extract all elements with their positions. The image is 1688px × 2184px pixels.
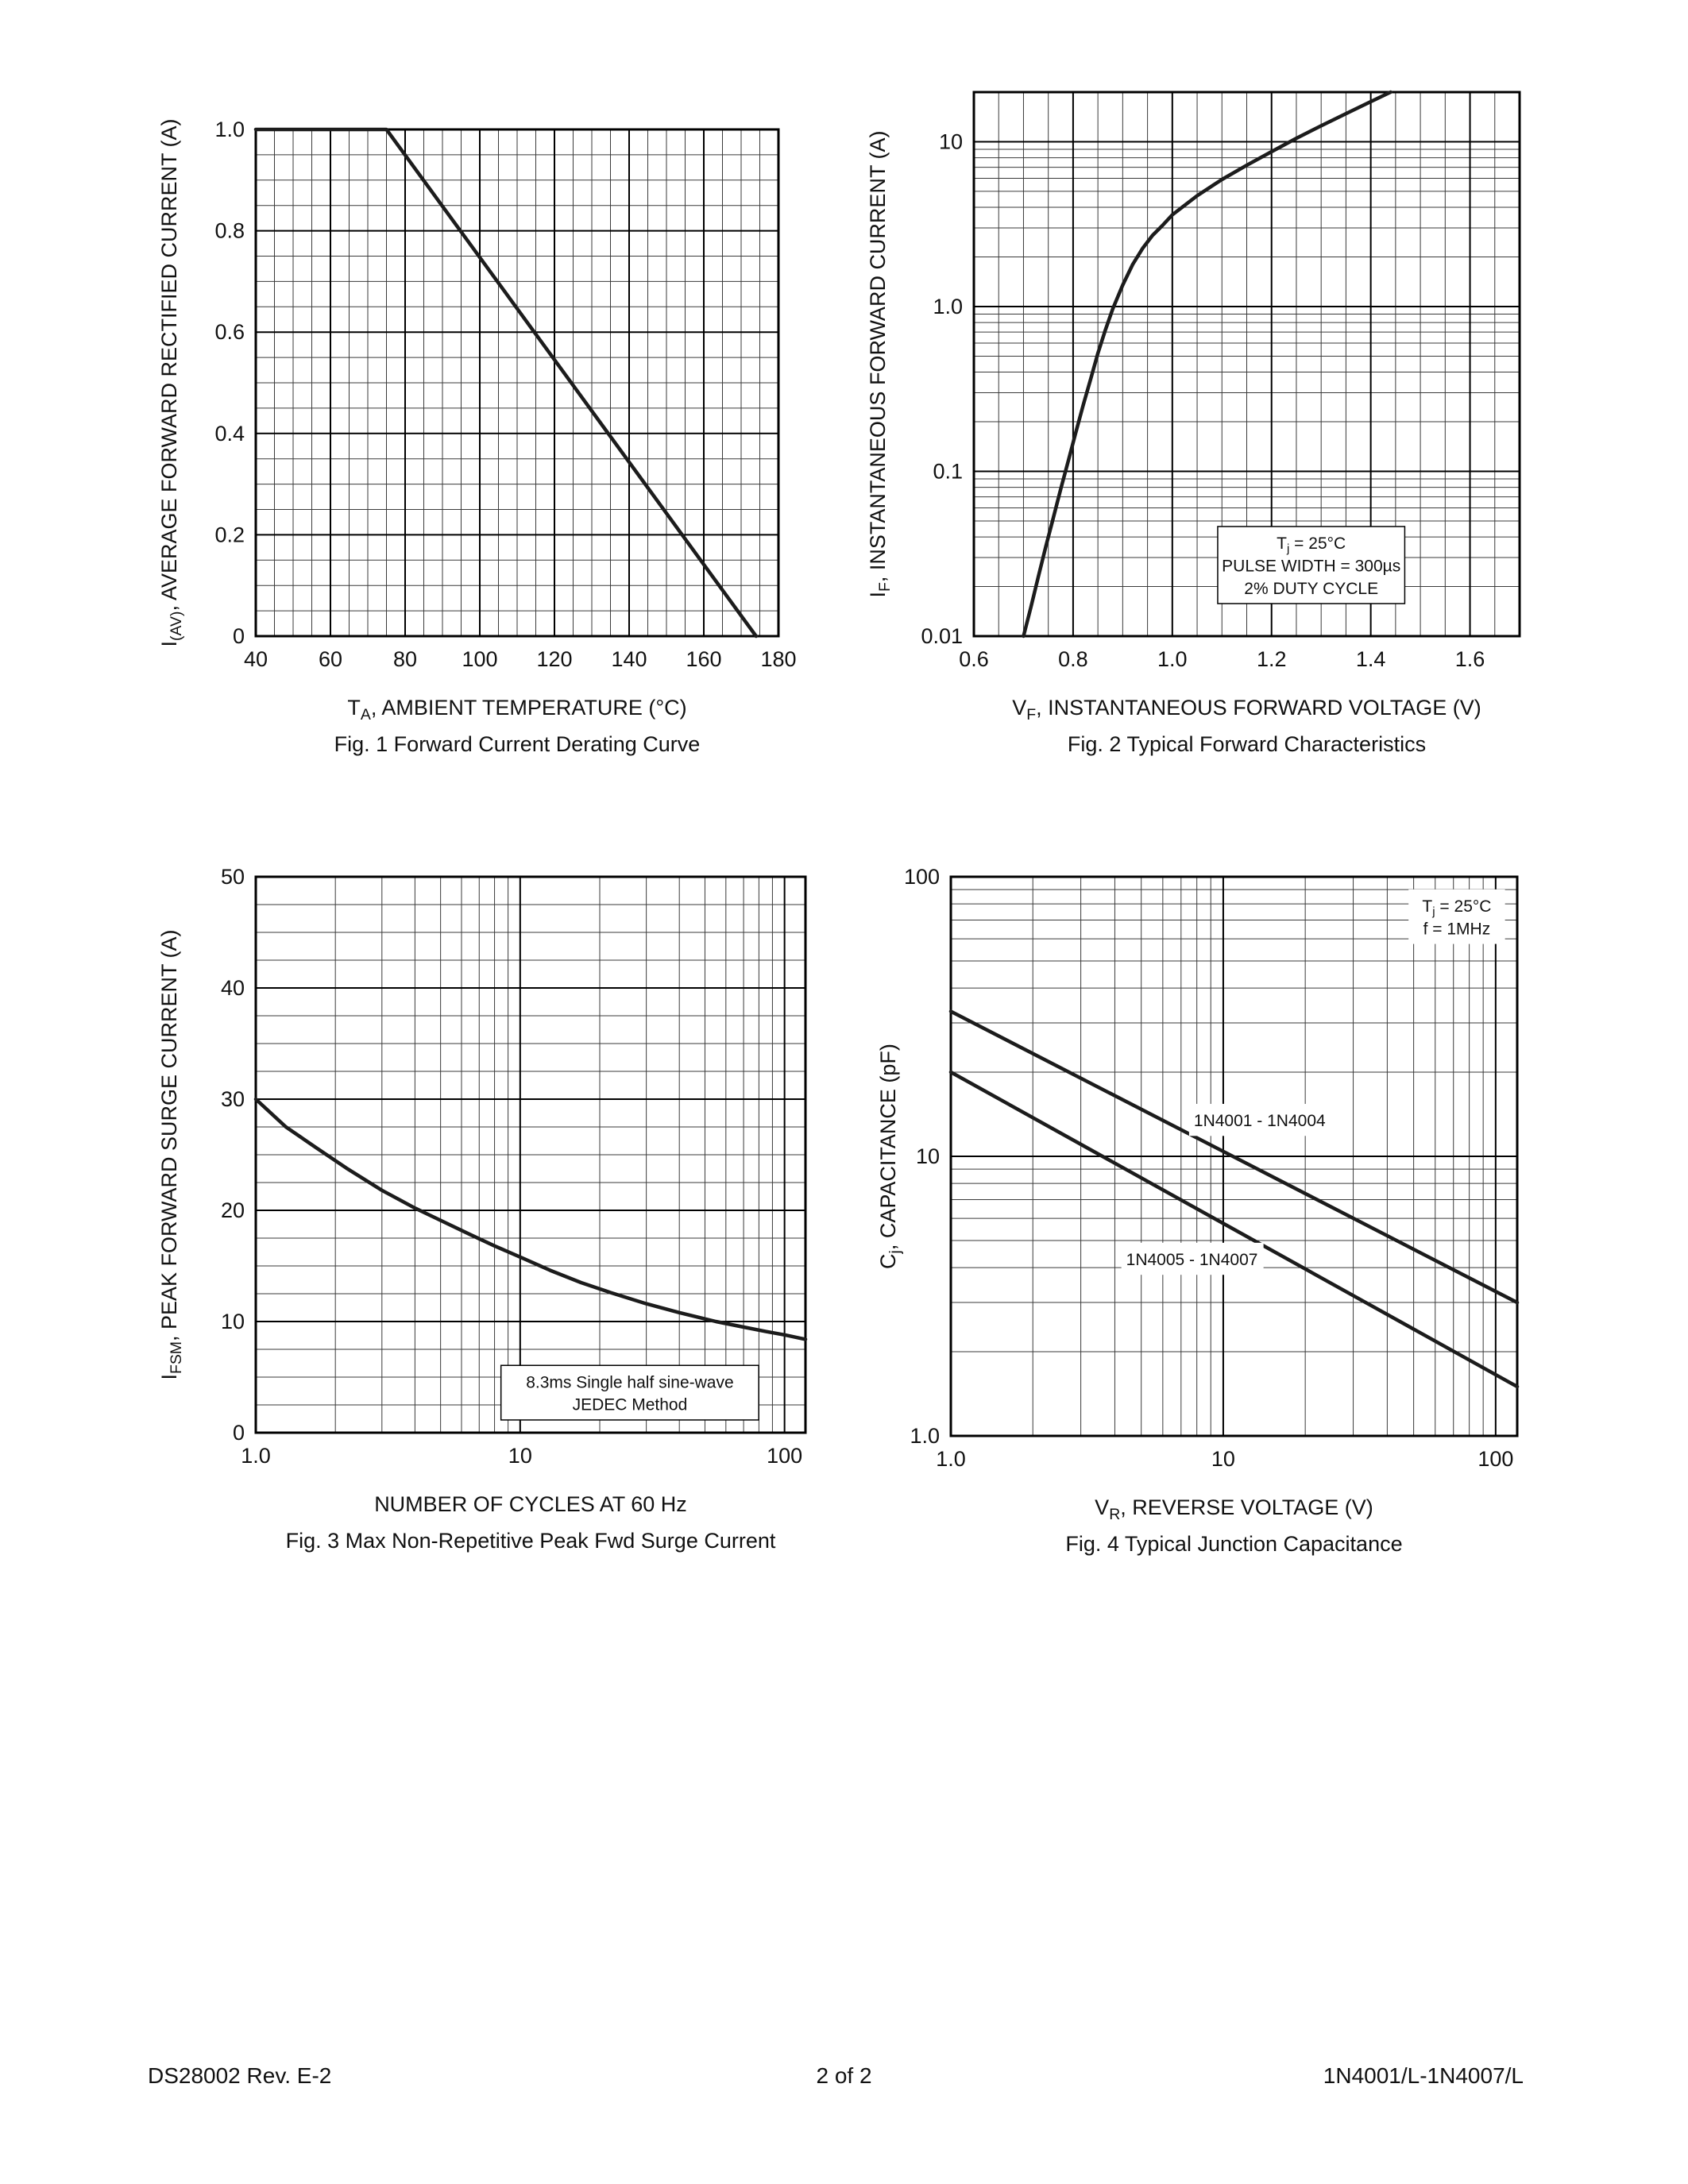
x-tick-label: 0.8 [1058, 647, 1088, 671]
figure-3-chart: 8.3ms Single half sine-wave JEDEC Method 1… [157, 865, 808, 1553]
figure-3-plot-border [254, 875, 807, 1434]
series-typical-forward-characteristic [1022, 90, 1393, 639]
y-tick-label: 10 [221, 1310, 245, 1333]
x-tick-label: 100 [1477, 1447, 1513, 1471]
annotation: Tj = 25°Cf = 1MHz [1408, 889, 1505, 944]
figure-caption: Fig. 1 Forward Current Derating Curve [334, 732, 701, 756]
x-tick-label: 1.6 [1455, 647, 1485, 671]
x-tick-label: 10 [1211, 1447, 1235, 1471]
y-tick-label: 10 [939, 129, 963, 153]
x-tick-label: 140 [611, 647, 647, 671]
x-tick-label: 1.0 [936, 1447, 966, 1471]
y-tick-label: 1.0 [214, 118, 245, 141]
annotation-text: 1N4001 - 1N4004 [1194, 1112, 1326, 1130]
y-tick-label: 10 [916, 1144, 940, 1168]
x-tick-label: 0.6 [959, 647, 989, 671]
y-tick-label: 0.8 [214, 219, 245, 243]
x-tick-label: 40 [244, 647, 268, 671]
y-tick-label: 0 [233, 624, 245, 648]
x-tick-label: 160 [686, 647, 721, 671]
series-1n4005-1n4007 [948, 1070, 1520, 1389]
y-tick-label: 0.2 [214, 523, 245, 546]
series-peak-forward-surge-current [253, 1097, 808, 1341]
x-axis-label: TA, AMBIENT TEMPERATURE (°C) [347, 696, 686, 723]
annotation-text: JEDEC Method [573, 1396, 688, 1414]
figure-3-grid [255, 876, 805, 1433]
x-axis-label: VF, INSTANTANEOUS FORWARD VOLTAGE (V) [1012, 696, 1481, 723]
x-tick-label: 80 [393, 647, 417, 671]
series-forward-current-derating [253, 127, 759, 639]
y-tick-label: 20 [221, 1198, 245, 1222]
x-axis-label: NUMBER OF CYCLES AT 60 Hz [374, 1492, 687, 1516]
x-tick-label: 180 [760, 647, 796, 671]
x-tick-label: 1.4 [1356, 647, 1386, 671]
y-tick-label: 0.6 [214, 320, 245, 344]
figure-2-series [1022, 90, 1393, 639]
x-tick-label: 1.0 [1157, 647, 1188, 671]
footer-doc-revision: DS28002 Rev. E-2 [148, 2063, 332, 2088]
y-tick-label: 1.0 [933, 295, 963, 318]
x-tick-label: 1.2 [1257, 647, 1287, 671]
series-1n4001-1n4004 [948, 1009, 1520, 1305]
y-tick-label: 0 [233, 1421, 245, 1445]
y-tick-label: 0.01 [921, 624, 963, 648]
y-axis-label: IFSM, PEAK FORWARD SURGE CURRENT (A) [157, 929, 185, 1379]
figure-caption: Fig. 2 Typical Forward Characteristics [1068, 732, 1426, 756]
x-tick-label: 1.0 [241, 1444, 271, 1468]
y-tick-label: 1.0 [910, 1424, 940, 1448]
footer-part-range: 1N4001/L-1N4007/L [1323, 2063, 1524, 2088]
y-tick-label: 40 [221, 976, 245, 1000]
annotation-text: Tj = 25°C [1422, 897, 1491, 919]
figure-1-chart: 40 60 80 100 120 140 160 180 0 0.2 0.4 0.6 0.8 1.0 TA,… [157, 118, 797, 756]
x-tick-label: 60 [319, 647, 342, 671]
figure-4-series [948, 1009, 1520, 1389]
x-tick-label: 120 [536, 647, 572, 671]
figure-1-series [253, 127, 759, 639]
annotation-text: 2% DUTY CYCLE [1244, 580, 1378, 598]
y-tick-label: 0.4 [214, 422, 245, 446]
figure-caption: Fig. 3 Max Non-Repetitive Peak Fwd Surge… [286, 1529, 776, 1553]
y-axis-label: IF, INSTANTANEOUS FORWARD CURRENT (A) [866, 131, 894, 598]
annotation-text: 1N4005 - 1N4007 [1126, 1251, 1258, 1269]
y-axis-label: Cj, CAPACITANCE (pF) [876, 1044, 904, 1269]
annotation-text: 8.3ms Single half sine-wave [526, 1373, 733, 1391]
annotation: 8.3ms Single half sine-wave JEDEC Method [500, 1364, 759, 1421]
annotation: 1N4001 - 1N4004 [1188, 1103, 1331, 1136]
figure-caption: Fig. 4 Typical Junction Capacitance [1065, 1532, 1402, 1556]
figure-4-chart: Tj = 25°Cf = 1MHz 1N4001 - 1N4004 1N4005 -… [876, 865, 1520, 1556]
x-axis-label: VR, REVERSE VOLTAGE (V) [1095, 1495, 1373, 1523]
x-tick-label: 100 [767, 1444, 802, 1468]
figure-4-plot-border [949, 875, 1519, 1437]
footer-page-number: 2 of 2 [816, 2063, 872, 2088]
x-tick-label: 100 [462, 647, 497, 671]
y-tick-label: 0.1 [933, 459, 963, 483]
figure-2-plot-border [972, 91, 1521, 638]
x-tick-label: 10 [508, 1444, 532, 1468]
annotation-text: Tj = 25°C [1277, 534, 1346, 556]
figure-1-plot-border [254, 128, 780, 638]
y-tick-label: 100 [904, 865, 940, 889]
y-tick-label: 50 [221, 865, 245, 889]
y-axis-label: I(AV), AVERAGE FORWARD RECTIFIED CURRENT… [157, 118, 185, 646]
annotation-text: f = 1MHz [1423, 920, 1491, 938]
y-tick-label: 30 [221, 1087, 245, 1111]
annotation: 1N4005 - 1N4007 [1121, 1242, 1264, 1275]
figure-3-series [253, 1097, 808, 1341]
annotation-text: PULSE WIDTH = 300µs [1222, 557, 1400, 575]
